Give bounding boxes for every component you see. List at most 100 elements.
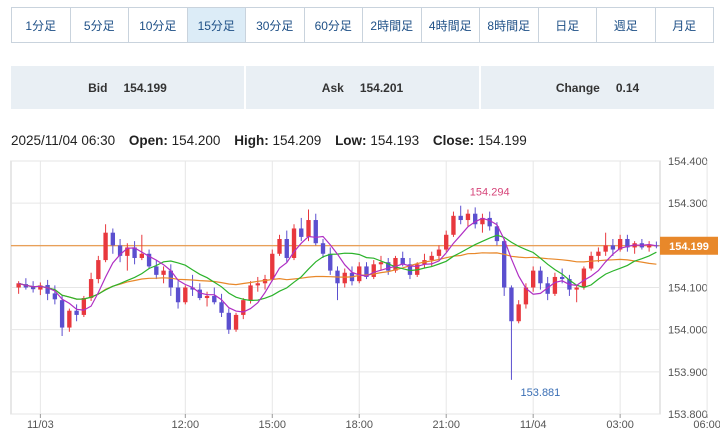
bid-value: 154.199 [123,80,167,95]
candle-body [480,217,485,225]
candle-body [625,239,630,248]
candle-body [342,272,347,284]
candle-body [523,287,529,305]
open-label: Open: [128,133,168,148]
tab-timeframe-9[interactable]: 日足 [538,8,597,42]
candle-body [284,239,289,258]
candle-body [132,247,137,258]
candle-body [407,264,413,275]
candle-body [436,249,442,256]
candle-body [219,302,224,313]
y-tick-label: 154.000 [668,325,708,337]
tab-timeframe-0[interactable]: 1分足 [12,8,71,42]
x-tick-label: 21:00 [432,419,460,431]
candle-body [502,241,507,288]
candle-body [531,270,536,288]
candle-body [146,253,152,267]
x-tick-label: 11/03 [27,419,54,431]
candle-body [371,264,376,277]
candle-body [357,266,362,282]
candle-body [103,232,108,261]
candle-body [559,276,565,280]
y-tick-label: 153.800 [668,409,708,421]
current-price-label: 154.199 [669,241,709,253]
candle-body [74,310,79,315]
candle-body [96,260,101,280]
close-label: Close: [432,133,475,148]
tab-timeframe-5[interactable]: 60分足 [304,8,363,42]
bid-cell: Bid 154.199 [11,66,246,109]
candle-body [328,253,333,271]
tab-timeframe-3[interactable]: 15分足 [187,8,246,42]
candle-body [88,279,94,299]
candle-body [45,284,50,294]
candle-body [38,285,43,290]
candle-body [52,293,58,300]
x-tick-label: 03:00 [606,419,634,431]
ma-short-line [18,217,657,313]
candle-body [81,298,87,315]
tab-timeframe-4[interactable]: 30分足 [246,8,305,42]
ask-value: 154.201 [359,80,404,95]
candle-body [465,213,471,221]
tab-timeframe-11[interactable]: 月足 [655,8,713,42]
candle-body [393,257,398,271]
candle-body [313,220,318,244]
candle-body [190,287,195,290]
y-tick-label: 154.100 [668,283,708,295]
candle-body [241,300,246,315]
x-tick-label: 12:00 [172,419,200,431]
candle-body [617,239,623,250]
close-value: 154.199 [477,133,527,148]
candle-body [581,268,587,288]
ohlc-readout: 2025/11/04 06:30 Open: 154.200 High: 154… [11,133,537,148]
candle-body [552,276,558,294]
candle-body [154,266,159,275]
tab-timeframe-7[interactable]: 4時間足 [421,8,480,42]
x-tick-label: 11/04 [520,419,547,431]
candle-body [473,213,478,225]
low-label: Low: [335,133,367,148]
current-price-tag [660,236,718,255]
candle-body [175,287,181,303]
candle-body [429,255,434,261]
candle-body [516,304,521,322]
candle-body [610,245,616,250]
tab-timeframe-8[interactable]: 8時間足 [480,8,539,42]
candle-body [262,279,268,284]
candle-body [444,234,449,250]
change-label: Change [555,80,600,95]
candle-body [168,270,173,288]
candle-body [139,253,144,258]
candle-body [30,286,36,290]
ma-long-line [18,252,657,300]
y-tick-label: 153.900 [668,367,708,379]
candle-body [67,310,72,328]
tab-timeframe-6[interactable]: 2時間足 [363,8,422,42]
candle-body [125,247,130,256]
tab-timeframe-2[interactable]: 10分足 [129,8,188,42]
candle-body [270,253,275,280]
quote-bar: Bid 154.199 Ask 154.201 Change 0.14 [11,66,714,109]
candle-body [59,300,65,328]
candle-body [646,245,652,248]
tab-timeframe-1[interactable]: 5分足 [70,8,129,42]
candle-body [277,239,282,254]
low-value: 154.193 [370,133,420,148]
tab-timeframe-10[interactable]: 週足 [597,8,656,42]
candle-body [117,245,123,256]
y-tick-label: 154.400 [668,156,708,168]
change-value: 0.14 [615,80,640,95]
ohlc-datetime: 2025/11/04 06:30 [11,133,116,148]
candle-body [161,270,166,275]
candle-body [226,312,231,330]
candle-body [364,266,369,277]
candle-body [588,255,594,269]
candle-body [386,262,391,271]
candle-body [451,215,456,235]
candle-body [16,283,21,288]
x-tick-label: 06:00 [693,419,720,431]
candle-body [320,243,326,254]
candle-body [183,287,188,303]
